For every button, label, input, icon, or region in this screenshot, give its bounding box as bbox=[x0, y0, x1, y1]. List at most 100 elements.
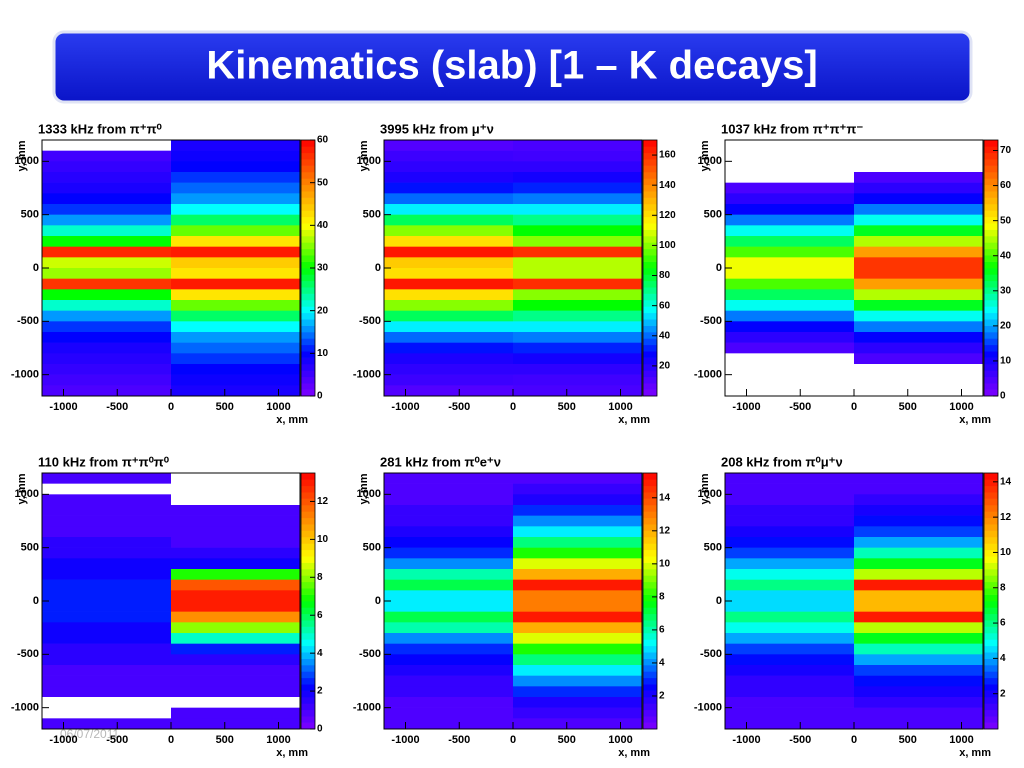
heatmap-cell bbox=[854, 633, 984, 644]
y-tick-label: -500 bbox=[700, 315, 722, 327]
colorbar-strip bbox=[984, 556, 998, 563]
colorbar-tick-label: 80 bbox=[659, 270, 671, 281]
colorbar-strip bbox=[301, 716, 315, 723]
colorbar-strip bbox=[984, 677, 998, 685]
heatmap-cell bbox=[854, 686, 984, 698]
heatmap-cell bbox=[384, 579, 514, 591]
x-tick-label: -500 bbox=[448, 401, 470, 413]
heatmap-cell bbox=[42, 321, 172, 333]
heatmap-cell bbox=[384, 515, 514, 527]
colorbar-strip bbox=[984, 184, 998, 192]
colorbar-frame bbox=[983, 472, 999, 730]
colorbar-strip bbox=[301, 280, 315, 288]
colorbar-strip bbox=[984, 287, 998, 294]
heatmap-cell bbox=[384, 278, 514, 290]
heatmap-cell bbox=[725, 718, 855, 730]
colorbar-strip bbox=[984, 524, 998, 531]
y-tick-label: 1000 bbox=[15, 488, 39, 500]
colorbar-tick-label: 40 bbox=[659, 330, 671, 341]
heatmap-cell bbox=[171, 374, 301, 386]
colorbar-strip bbox=[301, 216, 315, 224]
colorbar-tick-label: 10 bbox=[317, 534, 329, 545]
heatmap-cell bbox=[513, 310, 643, 322]
chart-title: 110 kHz from π⁺π⁰π⁰ bbox=[38, 454, 170, 469]
heatmap-cell bbox=[513, 332, 643, 343]
colorbar-strip bbox=[643, 293, 657, 301]
colorbar-strip bbox=[301, 543, 315, 551]
x-tick-label: 500 bbox=[899, 734, 917, 746]
footer-date: 06/07/2011 bbox=[60, 727, 119, 741]
colorbar-tick-label: 12 bbox=[1000, 512, 1012, 523]
colorbar-strip bbox=[301, 479, 315, 487]
heatmap-cell bbox=[384, 332, 514, 343]
heatmap-cell bbox=[42, 665, 172, 676]
colorbar-strip bbox=[301, 191, 315, 198]
chart-title: 281 kHz from π⁰e⁺ν bbox=[380, 454, 501, 469]
heatmap-cell bbox=[384, 310, 514, 322]
heatmap-cell bbox=[513, 686, 643, 698]
colorbar-strip bbox=[643, 236, 657, 243]
colorbar-tick-label: 6 bbox=[1000, 618, 1006, 629]
colorbar-strip bbox=[643, 357, 657, 365]
colorbar-strip bbox=[643, 325, 657, 333]
heatmap-cell bbox=[513, 515, 643, 527]
y-axis-label: y, mm bbox=[699, 140, 711, 171]
colorbar-strip bbox=[643, 223, 657, 230]
heatmap-cell bbox=[725, 332, 855, 343]
heatmap-cell bbox=[725, 204, 855, 215]
colorbar-strip bbox=[984, 389, 998, 397]
y-tick-label: 1000 bbox=[357, 488, 381, 500]
heatmap-cell bbox=[725, 665, 855, 676]
colorbar-tick-label: 2 bbox=[1000, 688, 1006, 699]
x-tick-label: 1000 bbox=[608, 734, 632, 746]
heatmap-cell bbox=[42, 643, 172, 655]
colorbar-strip bbox=[301, 524, 315, 531]
colorbar-strip bbox=[301, 210, 315, 218]
heatmap-cell bbox=[171, 537, 301, 548]
colorbar-strip bbox=[301, 306, 315, 314]
heatmap-cell bbox=[384, 665, 514, 676]
colorbar-tick-label: 10 bbox=[1000, 547, 1012, 558]
y-tick-label: -500 bbox=[700, 648, 722, 660]
colorbar-strip bbox=[643, 677, 657, 685]
colorbar-tick-label: 4 bbox=[1000, 653, 1006, 664]
colorbar-strip bbox=[643, 716, 657, 723]
colorbar-strip bbox=[643, 287, 657, 294]
heatmap-cell bbox=[384, 172, 514, 183]
colorbar-strip bbox=[984, 255, 998, 262]
colorbar-strip bbox=[984, 722, 998, 730]
y-tick-label: 1000 bbox=[698, 155, 722, 167]
x-tick-label: 1000 bbox=[949, 401, 973, 413]
colorbar-strip bbox=[643, 364, 657, 371]
colorbar-strip bbox=[643, 248, 657, 256]
heatmap-cell bbox=[384, 622, 514, 634]
heatmap-cell bbox=[725, 675, 855, 687]
colorbar-strip bbox=[984, 172, 998, 179]
colorbar-strip bbox=[984, 639, 998, 647]
colorbar-tick-label: 6 bbox=[659, 625, 665, 636]
colorbar-strip bbox=[643, 280, 657, 288]
colorbar-strip bbox=[301, 511, 315, 519]
heatmap-cell bbox=[42, 483, 172, 495]
colorbar-strip bbox=[984, 601, 998, 608]
colorbar-strip bbox=[643, 684, 657, 691]
heatmap-cell bbox=[384, 204, 514, 215]
heatmap-cell bbox=[854, 697, 984, 708]
colorbar-strip bbox=[984, 562, 998, 570]
heatmap-cell bbox=[513, 214, 643, 226]
heatmap-cell bbox=[513, 558, 643, 570]
heatmap-cell bbox=[725, 473, 855, 484]
colorbar-strip bbox=[643, 613, 657, 621]
x-tick-label: 1000 bbox=[266, 734, 290, 746]
colorbar-strip bbox=[984, 671, 998, 679]
y-tick-label: 500 bbox=[363, 542, 381, 554]
x-axis-label: x, mm bbox=[276, 414, 308, 426]
heatmap-cell bbox=[171, 268, 301, 279]
heatmap-cell bbox=[725, 374, 855, 386]
colorbar-strip bbox=[984, 216, 998, 224]
colorbar-strip bbox=[984, 575, 998, 583]
heatmap-cell bbox=[725, 300, 855, 311]
colorbar-strip bbox=[984, 338, 998, 346]
heatmap-cell bbox=[513, 590, 643, 602]
